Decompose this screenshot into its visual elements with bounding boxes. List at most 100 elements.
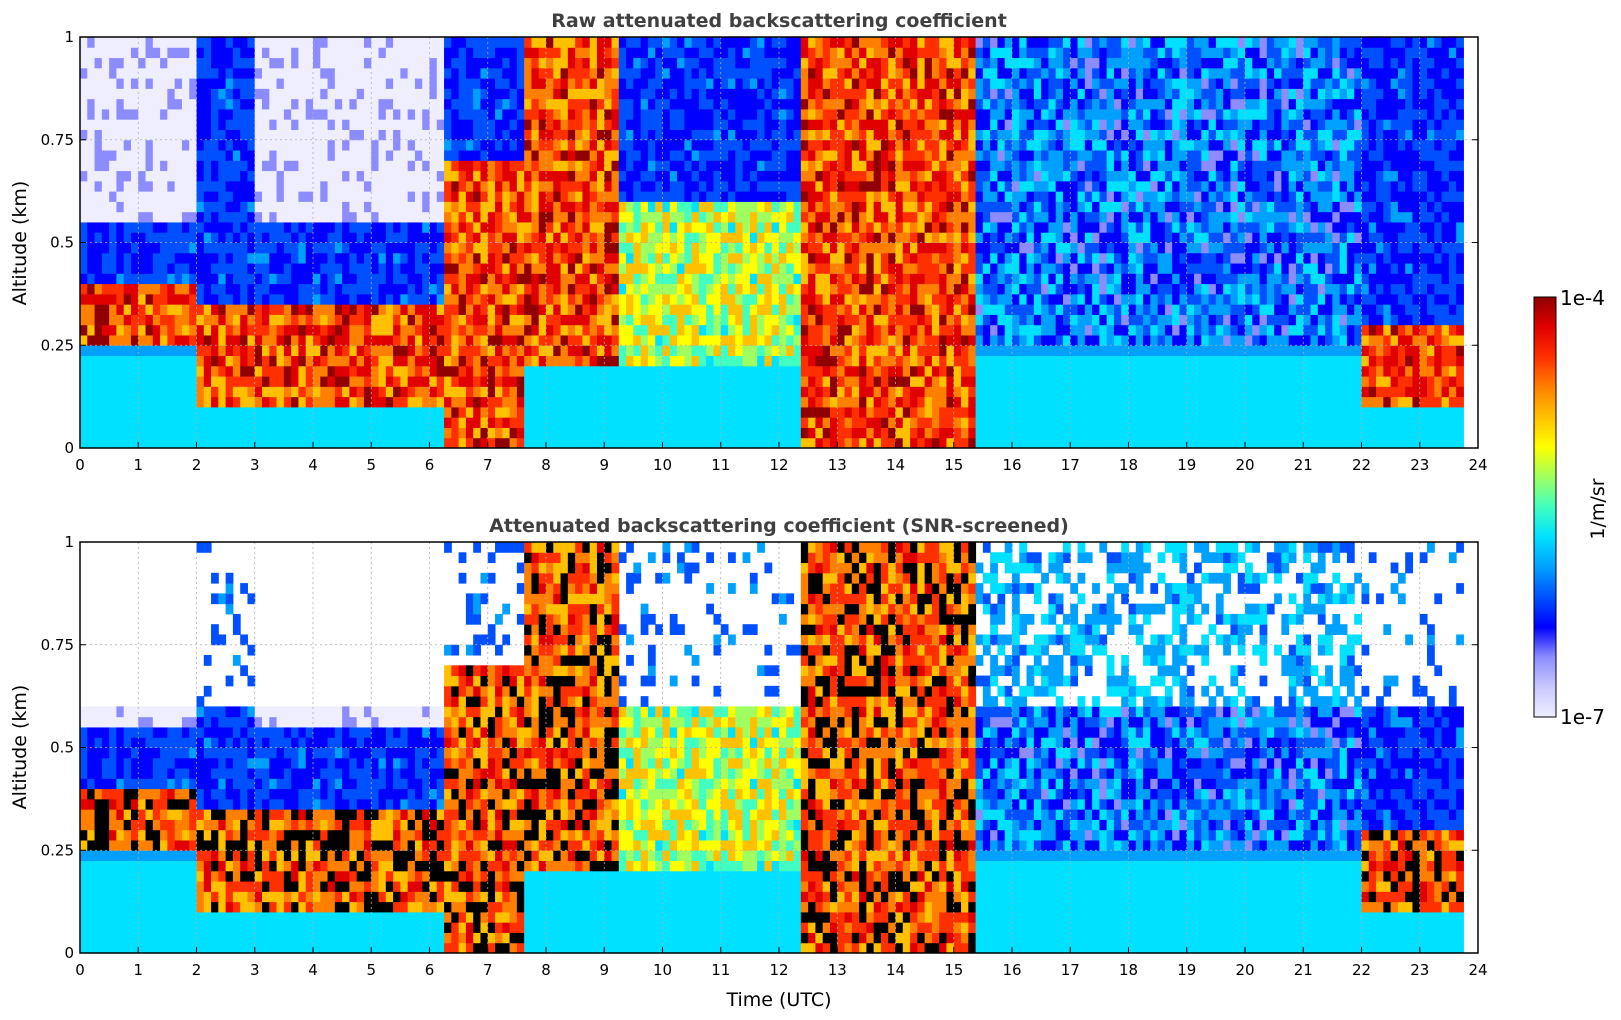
heatmap-cell — [181, 98, 190, 110]
heatmap-cell — [975, 304, 984, 315]
heatmap-cell — [677, 160, 685, 172]
heatmap-cell — [400, 201, 409, 213]
heatmap-cell — [538, 293, 547, 305]
heatmap-cell — [946, 191, 955, 202]
heatmap-cell — [232, 191, 241, 202]
chart-title: Raw attenuated backscattering coefficien… — [551, 10, 1007, 32]
heatmap-cell — [633, 232, 642, 243]
heatmap-cell — [713, 191, 722, 202]
heatmap-cell — [618, 98, 627, 110]
heatmap-cell — [953, 314, 962, 326]
heatmap-cell — [407, 417, 416, 428]
heatmap-cell — [589, 263, 598, 274]
heatmap-cell — [356, 252, 365, 264]
heatmap-cell — [917, 273, 926, 285]
heatmap-cell — [946, 242, 955, 254]
heatmap-cell — [407, 365, 416, 377]
heatmap-cell — [640, 263, 649, 274]
heatmap-cell — [524, 129, 532, 141]
heatmap-cell — [495, 376, 503, 387]
heatmap-cell — [80, 201, 88, 213]
heatmap-cell — [283, 108, 292, 120]
heatmap-cell — [342, 273, 350, 285]
heatmap-cell — [786, 396, 795, 408]
heatmap-cell — [480, 211, 489, 223]
heatmap-cell — [786, 427, 795, 439]
heatmap-cell — [465, 37, 474, 48]
heatmap-cell — [771, 376, 780, 387]
heatmap-cell — [691, 191, 700, 202]
heatmap-cell — [633, 283, 642, 295]
heatmap-cell — [655, 314, 663, 326]
heatmap-cell — [677, 293, 685, 305]
heatmap-cell — [109, 263, 117, 274]
heatmap-cell — [808, 180, 816, 192]
heatmap-cell — [232, 314, 241, 326]
heatmap-cell — [771, 67, 780, 79]
heatmap-cell — [211, 160, 219, 172]
heatmap-cell — [429, 150, 438, 161]
heatmap-cell — [800, 201, 809, 213]
heatmap-cell — [698, 67, 707, 79]
heatmap-cell — [167, 47, 176, 59]
heatmap-cell — [516, 365, 525, 377]
heatmap-cell — [626, 170, 634, 182]
heatmap-cell — [465, 191, 474, 202]
heatmap-cell — [378, 365, 387, 377]
heatmap-cell — [291, 78, 299, 89]
heatmap-cell — [859, 67, 867, 79]
heatmap-cell — [94, 191, 103, 202]
heatmap-cell — [422, 365, 430, 377]
heatmap-cell — [698, 139, 707, 151]
heatmap-cell — [975, 150, 984, 161]
heatmap-cell — [509, 108, 518, 120]
heatmap-cell — [924, 396, 933, 408]
heatmap-cell — [706, 417, 714, 428]
heatmap-cell — [334, 57, 343, 69]
heatmap-cell — [553, 345, 562, 357]
heatmap-cell — [939, 386, 947, 398]
heatmap-cell — [334, 406, 343, 418]
heatmap-cell — [516, 119, 525, 130]
heatmap-cell — [953, 98, 962, 110]
heatmap-cell — [961, 376, 969, 387]
heatmap-cell — [713, 160, 722, 172]
heatmap-cell — [327, 427, 336, 439]
heatmap-cell — [203, 47, 212, 59]
heatmap-cell — [815, 67, 824, 79]
heatmap-cell — [604, 191, 613, 202]
heatmap-cell — [371, 386, 380, 398]
heatmap-cell — [291, 47, 299, 59]
heatmap-cell — [902, 273, 911, 285]
heatmap-cell — [953, 78, 962, 89]
heatmap-cell — [793, 406, 802, 418]
heatmap-cell — [356, 191, 365, 202]
heatmap-cell — [546, 78, 554, 89]
heatmap-cell — [895, 37, 904, 48]
heatmap-cell — [167, 119, 176, 130]
heatmap-cell — [509, 201, 518, 213]
heatmap-cell — [225, 304, 234, 315]
heatmap-cell — [691, 201, 700, 213]
heatmap-cell — [575, 293, 583, 305]
heatmap-cell — [349, 263, 358, 274]
heatmap-cell — [524, 406, 532, 418]
heatmap-cell — [80, 355, 88, 367]
heatmap-cell — [706, 324, 714, 336]
heatmap-cell — [393, 129, 401, 141]
heatmap-cell — [487, 273, 496, 285]
heatmap-cell — [152, 283, 161, 295]
heatmap-cell — [902, 263, 911, 274]
heatmap-cell — [873, 417, 882, 428]
heatmap-cell — [633, 191, 642, 202]
heatmap-cell — [582, 437, 591, 448]
heatmap-cell — [815, 365, 824, 377]
heatmap-cell — [254, 108, 263, 120]
heatmap-cell — [262, 345, 270, 357]
heatmap-cell — [363, 314, 372, 326]
heatmap-cell — [800, 47, 809, 59]
heatmap-cell — [924, 232, 933, 243]
heatmap-cell — [436, 211, 445, 223]
heatmap-cell — [138, 417, 147, 428]
heatmap-cell — [538, 314, 547, 326]
